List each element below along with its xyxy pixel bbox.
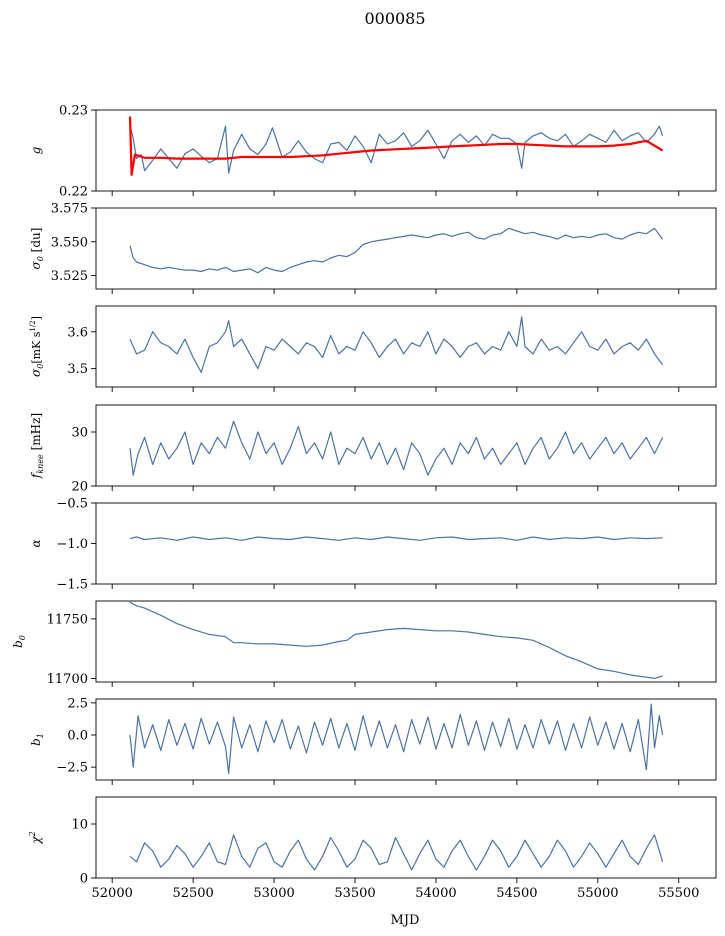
axes-frame-chi2 xyxy=(95,796,717,879)
x-tick-label-54500: 54500 xyxy=(496,886,537,901)
ylabel-unit: [mHz] xyxy=(29,413,43,454)
axes-frame-sigma0_mk xyxy=(95,305,717,388)
y-axis-label-sigma0_du: σ0 [du] xyxy=(29,228,45,270)
ylabel-sub: 0 xyxy=(18,635,27,640)
ylabel-b: b xyxy=(11,640,25,648)
ylabel-unit: [mK s xyxy=(30,331,43,363)
x-tick-label-52000: 52000 xyxy=(92,886,133,901)
panel-sigma0_du: 3.525 3.550 3.575 σ0 [du] xyxy=(29,202,717,294)
y-axis-label-fknee: fknee [mHz] xyxy=(29,413,45,479)
y-axis-label-b0: b0 xyxy=(11,635,27,648)
x-tick-label-55500: 55500 xyxy=(658,886,699,901)
ylabel-sub: 0 xyxy=(36,256,45,261)
ylabel-sigma: σ xyxy=(29,260,43,269)
ylabel-sub: 1 xyxy=(36,733,45,738)
x-tick-label-55000: 55000 xyxy=(577,886,618,901)
y-tick-label-alpha: −1.5 xyxy=(56,578,88,593)
series-line-sigma0_du-0 xyxy=(129,227,664,274)
axes-frame-sigma0_du xyxy=(95,207,717,290)
ylabel-b: b xyxy=(29,738,43,746)
y-tick-label-fknee: 30 xyxy=(71,426,88,441)
panel-fknee: 20 30 fknee [mHz] xyxy=(29,404,717,495)
ylabel-sup: 2 xyxy=(28,831,37,837)
series-line-chi2-0 xyxy=(129,834,664,871)
ylabel-sigma: σ xyxy=(29,368,43,377)
panel-b1: −2.5 0.0 2.5 b1 xyxy=(29,696,717,785)
panel-sigma0_mk: 3.5 3.6 σ0[mK s1/2] xyxy=(29,305,717,392)
y-tick-label-alpha: −0.5 xyxy=(56,497,88,512)
x-tick-label-53000: 53000 xyxy=(253,886,294,901)
y-tick-label-g: 0.22 xyxy=(59,185,88,200)
y-tick-label-sigma0_du: 3.550 xyxy=(51,235,88,250)
x-tick-label-53500: 53500 xyxy=(334,886,375,901)
y-tick-label-alpha: −1.0 xyxy=(56,537,88,552)
y-tick-label-b0: 11750 xyxy=(47,612,88,627)
y-tick-label-sigma0_du: 3.525 xyxy=(51,269,88,284)
ylabel-sub: knee xyxy=(36,454,45,474)
y-tick-label-b1: −2.5 xyxy=(56,761,88,776)
ylabel-unit: [du] xyxy=(29,228,43,257)
axes-frame-alpha xyxy=(95,502,717,585)
y-tick-label-b1: 2.5 xyxy=(67,696,88,711)
y-axis-label-b1: b1 xyxy=(29,733,45,746)
ylabel-f: f xyxy=(29,471,43,479)
y-tick-label-g: 0.23 xyxy=(59,104,88,119)
y-tick-label-sigma0_du: 3.575 xyxy=(51,202,88,217)
panel-b0: 11700 11750 b0 xyxy=(11,600,717,687)
x-tick-label-54000: 54000 xyxy=(415,886,456,901)
y-tick-label-b1: 0.0 xyxy=(67,729,88,744)
y-tick-label-sigma0_mk: 3.6 xyxy=(67,325,88,340)
y-tick-label-fknee: 20 xyxy=(71,480,88,495)
series-line-sigma0_mk-0 xyxy=(129,316,664,373)
y-tick-label-b0: 11700 xyxy=(47,672,88,687)
figure-title: 000085 xyxy=(364,9,425,28)
series-line-fknee-0 xyxy=(129,420,664,476)
axes-frame-g xyxy=(95,109,717,192)
y-tick-label-chi2: 10 xyxy=(71,818,88,833)
y-axis-label-sigma0_mk: σ0[mK s1/2] xyxy=(29,316,45,377)
x-axis-label: MJD xyxy=(391,913,420,928)
series-line-g-1 xyxy=(128,116,664,176)
panel-chi2: 52000 52500 53000 53500 54000 54500 55000 55500… xyxy=(28,796,717,901)
ylabel-sup: 1/2 xyxy=(29,320,37,331)
ylabel-text: g xyxy=(29,146,43,154)
series-line-alpha-0 xyxy=(129,536,663,541)
x-tick-label-52500: 52500 xyxy=(172,886,213,901)
y-axis-label-alpha: α xyxy=(29,539,43,547)
series-line-b0-0 xyxy=(129,601,663,680)
y-tick-label-chi2: 0 xyxy=(80,872,88,887)
panel-alpha: −1.5 −1.0 −0.5 α xyxy=(29,497,717,593)
axes-frame-b1 xyxy=(95,698,717,781)
ylabel-chi: χ xyxy=(29,836,43,845)
ylabel-sub: 0 xyxy=(36,364,45,369)
axes-frame-fknee xyxy=(95,404,717,487)
y-axis-label-g: g xyxy=(29,146,43,154)
ylabel-text: α xyxy=(29,539,43,547)
ylabel-unit-end: ] xyxy=(30,316,43,320)
axes-frame-b0 xyxy=(95,600,717,683)
y-axis-label-chi2: χ2 xyxy=(28,831,43,844)
series-line-b1-0 xyxy=(129,703,664,775)
y-tick-label-sigma0_mk: 3.5 xyxy=(67,362,88,377)
panel-g: 0.22 0.23 g xyxy=(29,104,717,200)
